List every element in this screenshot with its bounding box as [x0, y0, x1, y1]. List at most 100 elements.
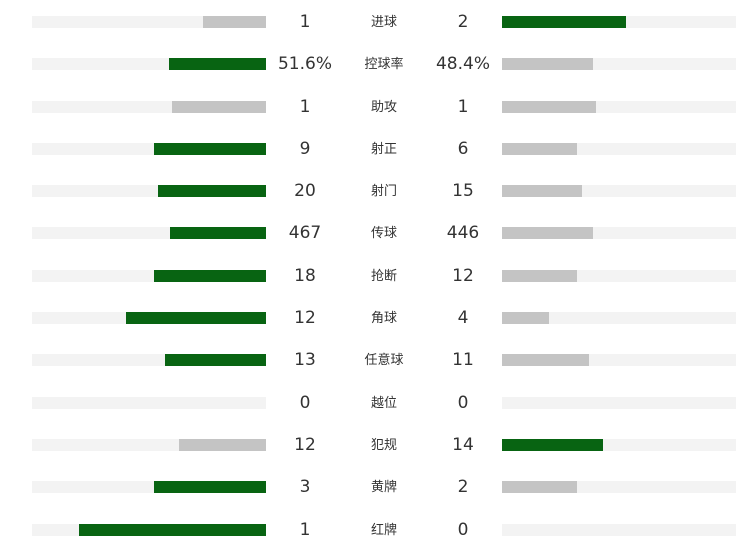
stat-row-shots-on-target: 9 射正 6: [0, 129, 750, 171]
away-value: 48.4%: [435, 54, 490, 75]
home-value: 18: [294, 265, 316, 286]
away-bar-track: [502, 312, 736, 325]
away-bar-fill: [502, 269, 577, 282]
stat-row-tackles: 18 抢断 12: [0, 256, 750, 298]
stat-label: 任意球: [364, 353, 404, 369]
stat-label: 射门: [370, 184, 397, 200]
away-bar-track: [502, 185, 736, 198]
away-bar-fill: [502, 58, 593, 71]
away-value: 15: [452, 181, 474, 202]
home-value: 51.6%: [277, 54, 332, 75]
stat-label: 射正: [370, 141, 397, 157]
stat-row-offsides: 0 越位 0: [0, 383, 750, 425]
home-bar-track: [32, 100, 266, 113]
home-value: 9: [299, 138, 311, 159]
home-bar-track: [32, 354, 266, 367]
stat-row-possession: 51.6% 控球率 48.4%: [0, 44, 750, 86]
home-bar-track: [32, 438, 266, 451]
away-bar-track: [502, 58, 736, 71]
away-bar-track: [502, 481, 736, 494]
away-bar-track: [502, 523, 736, 536]
home-bar-fill: [203, 16, 266, 28]
away-value: 0: [457, 392, 469, 413]
home-bar-track: [32, 312, 266, 325]
stat-row-goals: 1 进球 2: [0, 2, 750, 44]
home-bar-fill: [165, 354, 266, 367]
stat-label: 抢断: [370, 268, 397, 284]
home-bar-fill: [154, 269, 266, 282]
home-value: 13: [294, 350, 316, 371]
home-bar-fill: [154, 481, 266, 494]
stat-row-fouls: 12 犯规 14: [0, 425, 750, 467]
home-bar-fill: [170, 227, 266, 240]
away-value: 6: [457, 138, 469, 159]
home-bar-track: [32, 396, 266, 409]
away-value: 12: [452, 265, 474, 286]
stat-row-assists: 1 助攻 1: [0, 87, 750, 129]
away-bar-fill: [502, 227, 593, 240]
away-bar-track: [502, 16, 736, 28]
home-value: 1: [299, 519, 311, 540]
home-value: 20: [294, 181, 316, 202]
stat-row-free-kicks: 13 任意球 11: [0, 340, 750, 382]
home-value: 3: [299, 477, 311, 498]
home-value: 1: [299, 12, 311, 32]
away-value: 0: [457, 519, 469, 540]
away-value: 1: [457, 96, 469, 117]
stat-label: 进球: [370, 15, 397, 30]
away-value: 14: [452, 434, 474, 455]
home-value: 12: [294, 434, 316, 455]
away-value: 2: [457, 477, 469, 498]
away-value: 11: [452, 350, 474, 371]
away-bar-track: [502, 100, 736, 113]
away-bar-track: [502, 269, 736, 282]
away-bar-fill: [502, 312, 549, 325]
stat-row-shots: 20 射门 15: [0, 171, 750, 213]
home-bar-fill: [179, 438, 266, 451]
home-bar-fill: [158, 185, 266, 198]
away-value: 4: [457, 308, 469, 329]
home-bar-fill: [169, 58, 266, 71]
home-bar-fill: [126, 312, 266, 325]
stat-label: 越位: [370, 395, 397, 411]
away-bar-fill: [502, 354, 589, 367]
stat-row-passes: 467 传球 446: [0, 213, 750, 255]
home-value: 12: [294, 308, 316, 329]
stat-label: 控球率: [364, 57, 404, 73]
stat-label: 助攻: [370, 99, 397, 115]
away-bar-track: [502, 354, 736, 367]
home-value: 0: [299, 392, 311, 413]
home-bar-track: [32, 58, 266, 71]
stat-row-red-cards: 1 红牌 0: [0, 510, 750, 552]
home-bar-fill: [154, 142, 266, 155]
home-bar-track: [32, 227, 266, 240]
away-bar-fill: [502, 438, 603, 451]
home-bar-track: [32, 142, 266, 155]
away-value: 2: [457, 12, 469, 32]
away-bar-fill: [502, 16, 626, 28]
home-bar-track: [32, 16, 266, 28]
home-value: 467: [288, 223, 322, 244]
stat-label: 红牌: [370, 522, 397, 538]
stat-label: 黄牌: [370, 480, 397, 496]
home-bar-track: [32, 269, 266, 282]
away-bar-fill: [502, 100, 596, 113]
away-bar-fill: [502, 142, 577, 155]
home-bar-track: [32, 185, 266, 198]
away-bar-track: [502, 142, 736, 155]
home-bar-fill: [79, 523, 266, 536]
home-value: 1: [299, 96, 311, 117]
away-bar-fill: [502, 185, 582, 198]
stat-label: 犯规: [370, 437, 397, 453]
home-bar-fill: [172, 100, 266, 113]
stat-row-corners: 12 角球 4: [0, 298, 750, 340]
stat-label: 角球: [370, 311, 397, 327]
stat-row-yellow-cards: 3 黄牌 2: [0, 467, 750, 509]
away-bar-track: [502, 438, 736, 451]
stat-label: 传球: [370, 226, 397, 242]
away-bar-fill: [502, 481, 577, 494]
home-bar-track: [32, 481, 266, 494]
away-bar-track: [502, 227, 736, 240]
away-bar-track: [502, 396, 736, 409]
